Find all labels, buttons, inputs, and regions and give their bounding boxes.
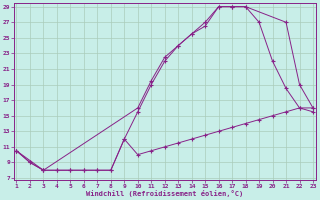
X-axis label: Windchill (Refroidissement éolien,°C): Windchill (Refroidissement éolien,°C) (86, 190, 243, 197)
